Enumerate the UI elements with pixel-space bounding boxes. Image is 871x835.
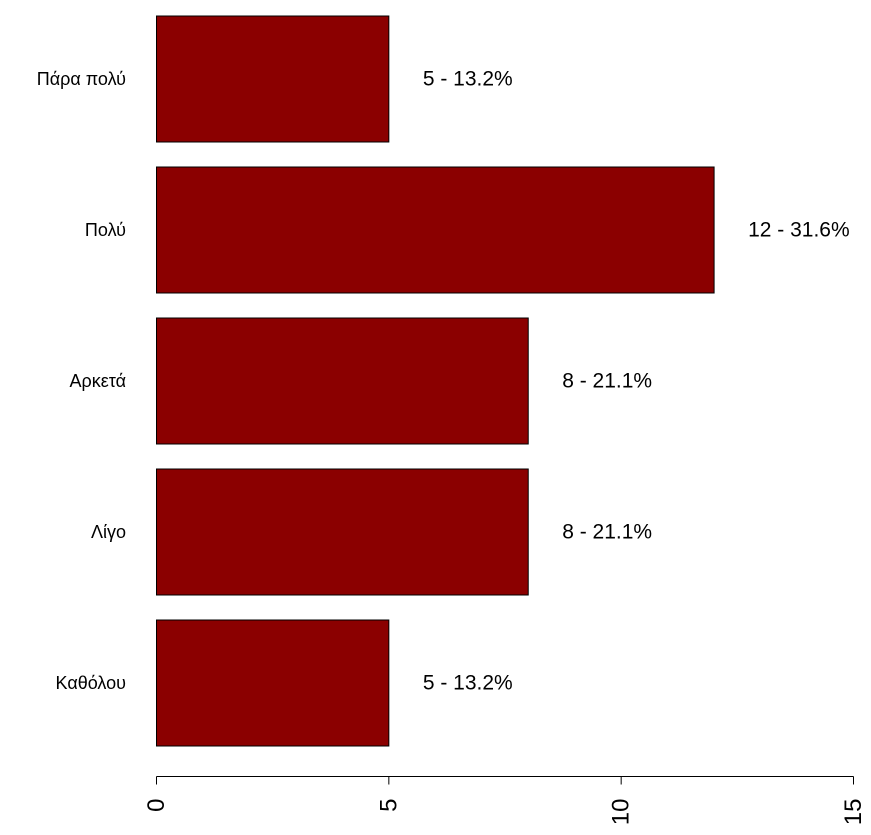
category-label: Πάρα πολύ: [37, 69, 126, 89]
x-axis: 0 5 10 15: [143, 776, 867, 826]
bar: [156, 468, 529, 596]
bar: [156, 15, 390, 143]
x-tick-label: 5: [375, 799, 402, 812]
x-tick-label: 0: [143, 799, 170, 812]
data-label: 12 - 31.6%: [748, 219, 850, 242]
category-label: Πολύ: [85, 220, 126, 240]
x-tick-label: 15: [840, 799, 867, 826]
data-label: 5 - 13.2%: [423, 672, 513, 695]
category-labels-group: Καθόλου Λίγο Αρκετά Πολύ Πάρα πολύ: [37, 69, 126, 693]
x-tick-label: 10: [608, 799, 635, 826]
bar: [156, 166, 715, 294]
data-label: 8 - 21.1%: [562, 521, 652, 544]
data-labels-group: 5 - 13.2% 8 - 21.1% 8 - 21.1% 12 - 31.6% 5 -…: [423, 68, 850, 695]
category-label: Καθόλου: [56, 673, 126, 693]
bar: [156, 619, 390, 747]
category-label: Αρκετά: [69, 371, 126, 391]
bars-group: [156, 15, 715, 747]
data-label: 5 - 13.2%: [423, 68, 513, 91]
category-label: Λίγο: [91, 522, 126, 542]
data-label: 8 - 21.1%: [562, 370, 652, 393]
bar: [156, 317, 529, 445]
